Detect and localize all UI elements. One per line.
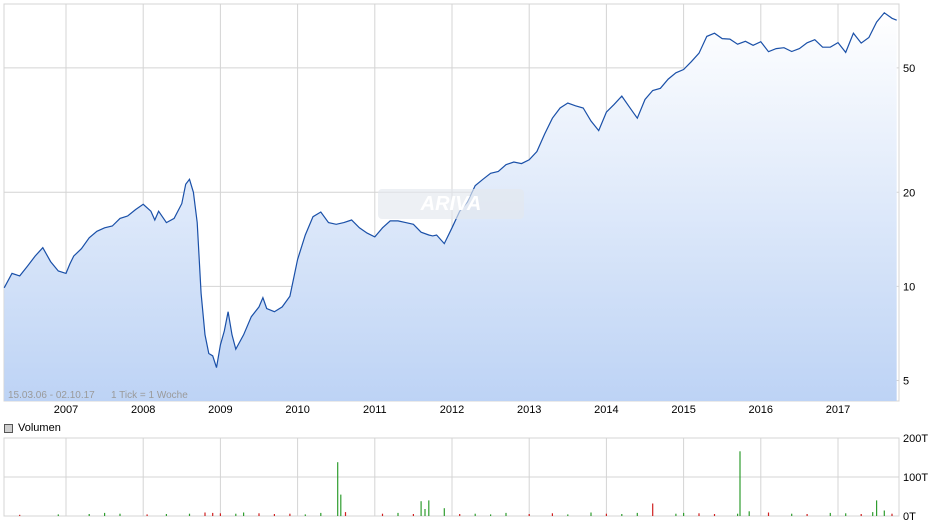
volume-bars	[19, 451, 893, 517]
volume-bar	[204, 512, 206, 516]
volume-bar	[791, 513, 793, 516]
x-tick-2011: 2011	[363, 404, 387, 416]
volume-bar	[165, 514, 167, 516]
volume-bar	[289, 513, 291, 516]
volume-bar	[891, 513, 893, 516]
volume-bar	[273, 514, 275, 516]
volume-bar	[845, 513, 847, 516]
period-info: 15.03.06 - 02.10.17 1 Tick = 1 Woche	[8, 390, 188, 401]
volume-bar	[652, 503, 654, 516]
volume-bar	[767, 512, 770, 516]
volume-bar	[459, 514, 461, 516]
watermark-text: ARIVA	[420, 193, 482, 215]
volume-y-tick-0T: 0T	[903, 511, 916, 523]
volume-y-tick-100T: 100T	[903, 472, 928, 484]
price-y-tick-5: 5	[903, 376, 909, 388]
volume-bar	[621, 514, 623, 516]
volume-bar	[397, 512, 399, 516]
volume-bar	[605, 513, 607, 516]
volume-bar	[320, 512, 322, 516]
x-tick-2015: 2015	[671, 404, 695, 416]
interval-label: 1 Tick = 1 Woche	[111, 390, 188, 401]
x-tick-2009: 2009	[208, 404, 232, 416]
volume-bar	[57, 514, 59, 516]
volume-bar	[872, 512, 874, 516]
volume-bar	[636, 512, 638, 516]
volume-bar	[337, 462, 339, 516]
volume-bar	[212, 512, 214, 516]
x-tick-2016: 2016	[749, 404, 773, 416]
volume-bar	[340, 494, 342, 517]
x-tick-2008: 2008	[131, 404, 155, 416]
volume-bar	[883, 510, 885, 516]
volume-bar	[551, 513, 553, 516]
volume-grid	[3, 437, 900, 517]
price-line	[3, 11, 897, 368]
volume-bar	[243, 512, 245, 516]
volume-bar	[474, 513, 476, 516]
x-tick-2012: 2012	[440, 404, 464, 416]
x-tick-2013: 2013	[517, 404, 541, 416]
volume-bar	[713, 514, 716, 516]
volume-bar	[860, 514, 862, 516]
volume-bar	[675, 513, 677, 516]
price-area	[4, 12, 897, 402]
volume-bar	[420, 501, 422, 516]
x-tick-2010: 2010	[285, 404, 309, 416]
volume-bar	[876, 500, 878, 516]
volume-bar	[104, 512, 106, 516]
volume-legend-swatch[interactable]	[4, 423, 13, 433]
price-y-tick-20: 20	[903, 187, 915, 199]
price-y-tick-10: 10	[903, 281, 915, 293]
volume-bar	[739, 451, 741, 516]
x-tick-2014: 2014	[594, 404, 618, 416]
price-y-axis: 5 10 20 50	[903, 63, 915, 388]
volume-bar	[412, 514, 414, 516]
volume-bar	[698, 513, 700, 516]
volume-bar	[188, 513, 191, 516]
watermark: ARIVA	[378, 189, 524, 219]
x-axis: 2007 2008 2009 2010 2011 2012 2013 2014 2015 2016…	[54, 404, 850, 416]
volume-bar	[505, 512, 507, 516]
volume-legend[interactable]: Volumen	[4, 422, 61, 434]
volume-bar	[19, 514, 21, 516]
volume-bar	[737, 513, 739, 516]
volume-bar	[443, 508, 445, 516]
volume-bar	[829, 512, 831, 516]
volume-bar	[424, 509, 426, 516]
volume-bar	[219, 513, 221, 516]
volume-bar	[344, 512, 347, 516]
volume-bar	[88, 514, 90, 516]
volume-bar	[304, 514, 306, 516]
volume-bar	[490, 514, 492, 516]
volume-bar	[590, 512, 592, 516]
volume-bar	[235, 513, 237, 516]
period-label: 15.03.06 - 02.10.17	[8, 390, 95, 401]
price-y-tick-50: 50	[903, 63, 915, 75]
volume-bar	[683, 512, 685, 516]
volume-bar	[119, 513, 121, 516]
volume-bar	[567, 514, 569, 516]
volume-y-axis: 200T 100T 0T	[903, 433, 928, 523]
x-tick-2017: 2017	[826, 404, 850, 416]
volume-legend-label: Volumen	[18, 422, 61, 434]
volume-bar	[146, 514, 148, 516]
volume-bar	[806, 514, 808, 516]
x-tick-2007: 2007	[54, 404, 78, 416]
volume-bar	[428, 500, 430, 516]
volume-bar	[528, 514, 530, 516]
volume-bar	[258, 513, 260, 516]
volume-y-tick-200T: 200T	[903, 433, 928, 445]
volume-bar	[381, 513, 384, 516]
volume-bar	[748, 511, 750, 516]
